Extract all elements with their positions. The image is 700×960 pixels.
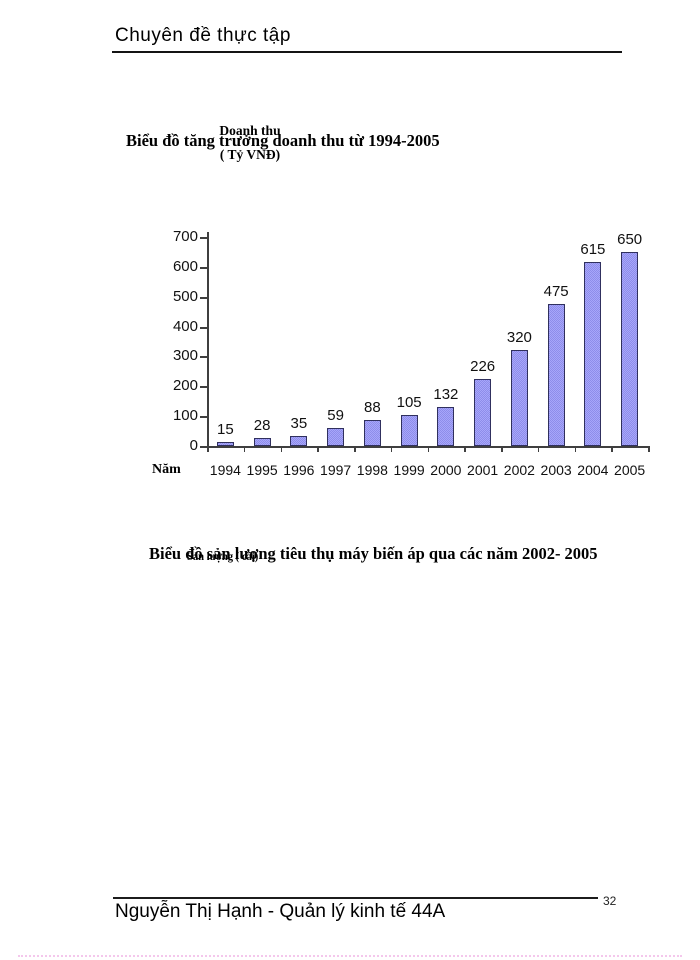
x-tick-label-2003: 2003	[540, 462, 572, 478]
bar-value-1999: 105	[396, 394, 422, 411]
x-axis-tick-12	[648, 446, 650, 452]
x-axis-tick-3	[317, 446, 319, 452]
bar-1997	[327, 428, 345, 446]
x-tick-label-1999: 1999	[393, 462, 425, 478]
x-tick-label-2000: 2000	[430, 462, 462, 478]
y-tick-label-600: 600	[172, 258, 198, 275]
second-chart-caption: Biểu đồ sản lượng tiêu thụ máy biến áp q…	[149, 544, 598, 563]
y-tick-100	[200, 416, 207, 418]
x-axis-tick-5	[390, 446, 393, 452]
bar-value-1998: 88	[364, 399, 381, 416]
y-tick-600	[200, 267, 207, 269]
bar-value-2001: 226	[470, 358, 496, 375]
y-tick-700	[200, 237, 207, 239]
y-tick-label-400: 400	[172, 318, 198, 335]
bar-value-2000: 132	[433, 386, 459, 403]
x-tick-label-1995: 1995	[246, 462, 278, 478]
bar-value-2003: 475	[543, 283, 569, 300]
x-tick-label-2002: 2002	[503, 462, 535, 478]
bar-2005	[621, 252, 639, 446]
x-axis-tick-8	[501, 446, 503, 452]
bar-2003	[547, 304, 565, 446]
bar-1994	[216, 442, 234, 446]
y-tick-label-500: 500	[172, 288, 198, 305]
bar-value-1996: 35	[290, 415, 308, 432]
x-axis-tick-1	[243, 446, 246, 452]
x-tick-label-2004: 2004	[577, 462, 609, 478]
x-axis-tick-0	[207, 446, 209, 452]
bar-2000	[437, 407, 455, 446]
bar-1996	[290, 436, 308, 446]
footer-rule	[113, 897, 598, 899]
x-axis-tick-11	[611, 446, 613, 452]
y-tick-500	[200, 297, 207, 299]
bar-2001	[474, 379, 492, 446]
x-axis-tick-4	[354, 446, 356, 452]
second-chart-axis-label: Sản lượng ( cái)	[187, 551, 259, 563]
chart-yaxis-title: Doanh thu ( Tỷ VNĐ)	[200, 119, 300, 167]
x-axis-tick-10	[574, 446, 576, 452]
bar-value-1997: 59	[327, 407, 344, 424]
bar-value-2004: 615	[580, 241, 606, 258]
bar-1999	[400, 415, 418, 446]
y-axis-line	[207, 232, 209, 447]
bar-1998	[363, 420, 381, 446]
page-number: 32	[603, 894, 617, 908]
chart-yaxis-title-line1: Doanh thu	[219, 123, 281, 138]
chart-xaxis-title: Năm	[152, 462, 181, 477]
x-tick-label-2005: 2005	[614, 462, 646, 478]
y-tick-label-700: 700	[172, 228, 198, 245]
y-tick-label-200: 200	[172, 377, 198, 394]
y-tick-400	[200, 327, 207, 329]
page-header-title: Chuyên đề thực tập	[115, 25, 291, 46]
bar-value-2005: 650	[617, 231, 643, 248]
x-tick-label-1996: 1996	[283, 462, 315, 478]
x-axis-tick-9	[537, 446, 540, 452]
bar-value-2002: 320	[506, 329, 532, 346]
x-axis-tick-6	[427, 446, 429, 452]
x-axis-tick-2	[280, 446, 282, 452]
page-boundary-divider	[18, 955, 682, 957]
x-tick-label-1997: 1997	[320, 462, 352, 478]
footer-author: Nguyễn Thị Hạnh - Quản lý kinh tế 44A	[115, 901, 446, 922]
chart-yaxis-title-line2: ( Tỷ VNĐ)	[219, 147, 281, 162]
bar-value-1995: 28	[253, 417, 271, 434]
chart-title: Biểu đồ tăng trưởng doanh thu từ 1994-20…	[126, 131, 440, 150]
y-tick-300	[200, 356, 207, 358]
bar-2004	[584, 262, 602, 446]
y-tick-0	[200, 446, 207, 448]
y-tick-200	[200, 386, 207, 388]
x-axis-tick-7	[464, 446, 466, 452]
header-rule	[112, 51, 622, 53]
bar-2002	[510, 350, 528, 446]
bar-value-1994: 15	[217, 421, 234, 438]
bar-1995	[253, 438, 271, 446]
x-axis-line	[207, 446, 650, 448]
x-tick-label-1994: 1994	[209, 462, 241, 478]
y-tick-label-0: 0	[189, 437, 198, 454]
x-tick-label-2001: 2001	[467, 462, 499, 478]
y-tick-label-300: 300	[172, 347, 198, 364]
y-tick-label-100: 100	[172, 407, 198, 424]
x-tick-label-1998: 1998	[356, 462, 388, 478]
